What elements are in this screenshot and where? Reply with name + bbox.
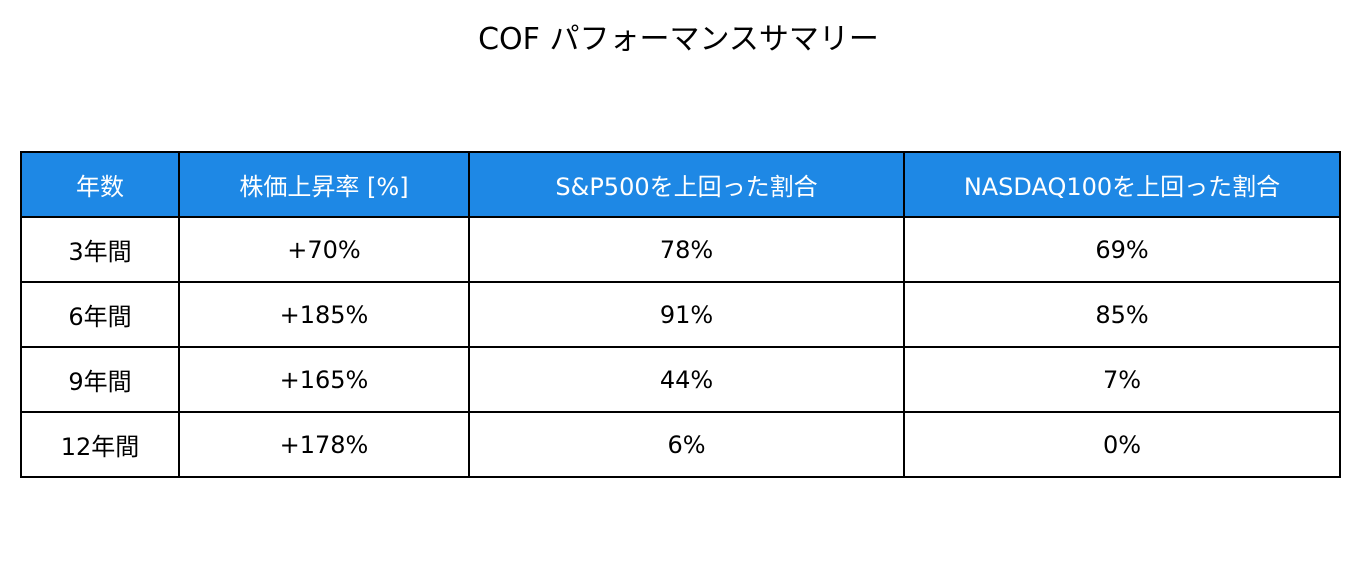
summary-table: 年数 株価上昇率 [%] S&P500を上回った割合 NASDAQ100を上回った割合… (20, 151, 1341, 478)
header-row: 年数 株価上昇率 [%] S&P500を上回った割合 NASDAQ100を上回った割合 (20, 151, 1341, 218)
table-cell: 78% (468, 216, 905, 283)
table-cell: 44% (468, 346, 905, 413)
header-cell: 株価上昇率 [%] (178, 151, 470, 218)
table-cell: 7% (903, 346, 1341, 413)
table-cell: +165% (178, 346, 470, 413)
title: COF パフォーマンスサマリー (478, 22, 879, 57)
table-cell: 9年間 (20, 346, 180, 413)
table-cell: 0% (903, 411, 1341, 478)
table-cell: 85% (903, 281, 1341, 348)
table-body: 3年間 +70% 78% 69% 6年間 +185% 91% 85% 9年間 +165% 44% 7%… (20, 216, 1341, 478)
table-cell: 91% (468, 281, 905, 348)
table-cell: +70% (178, 216, 470, 283)
header-cell: S&P500を上回った割合 (468, 151, 905, 218)
table-row: 9年間 +165% 44% 7% (20, 346, 1341, 413)
header-cell: 年数 (20, 151, 180, 218)
table-row: 6年間 +185% 91% 85% (20, 281, 1341, 348)
table-cell: +185% (178, 281, 470, 348)
table-row: 12年間 +178% 6% 0% (20, 411, 1341, 478)
table-cell: 12年間 (20, 411, 180, 478)
table-cell: 6年間 (20, 281, 180, 348)
table-cell: +178% (178, 411, 470, 478)
table-cell: 3年間 (20, 216, 180, 283)
header-cell: NASDAQ100を上回った割合 (903, 151, 1341, 218)
table-row: 3年間 +70% 78% 69% (20, 216, 1341, 283)
table-cell: 69% (903, 216, 1341, 283)
table-cell: 6% (468, 411, 905, 478)
